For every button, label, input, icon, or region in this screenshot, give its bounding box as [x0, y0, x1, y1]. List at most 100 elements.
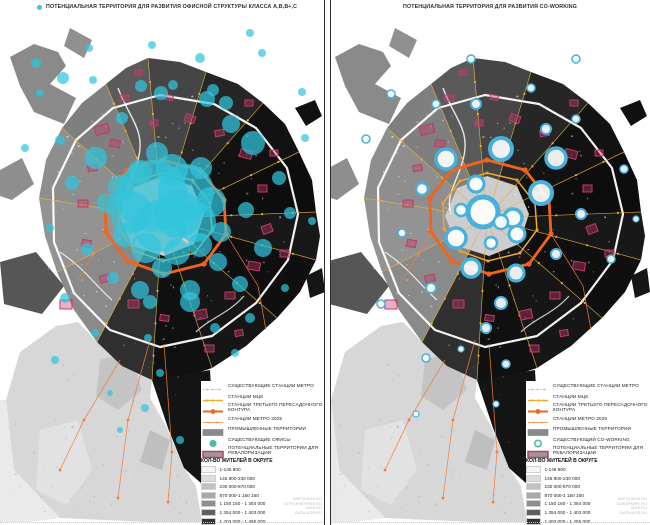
panel-divider [324, 0, 331, 525]
source-credit-line: КАРТА.MOS.RU [618, 497, 647, 501]
legend-coworking: СУЩЕСТВУЮЩИЕ СТАНЦИИ МЕТРО СТАНЦИИ МЦК СТА… [526, 381, 648, 525]
population-class-row: 230 000-870 000 [201, 483, 323, 491]
page-title: ПОТЕНЦИАЛЬНАЯ ТЕРРИТОРИЯ ДЛЯ РАЗВИТИЯ ОФ… [46, 4, 298, 10]
legend-item-label: СТАНЦИИ МЦК [228, 393, 264, 399]
legend-item-label: СУЩЕСТВУЮЩИЕ ОФИСЫ [228, 436, 291, 442]
population-swatch [526, 474, 541, 482]
mck-line-icon [526, 392, 550, 402]
population-scale-title: КОЛ-ВО ЖИТЕЛЕЙ В ОКРУГЕ [201, 458, 273, 464]
legend-item: ПОТЕНЦИАЛЬНЫЕ ТЕРРИТОРИИ ДЛЯ РЕВАЛОРИЗАЦ… [201, 445, 323, 458]
population-swatch [201, 500, 216, 508]
population-range-label: 145 800-230 000 [544, 475, 580, 481]
population-swatch [201, 466, 216, 473]
population-class-row: 1 403 000 - 1 455 000 [526, 517, 648, 525]
population-swatch [526, 508, 541, 516]
legend-item-label: СУЩЕСТВУЮЩИЕ СТАНЦИИ МЕТРО [228, 383, 314, 388]
population-swatch [201, 508, 216, 516]
population-swatch [201, 517, 216, 525]
sources-offices: КАРТА.MOS.RU OFFICEMOSREV.RU MOS.RU DATA.MO… [284, 497, 322, 515]
tpk-line-icon [201, 403, 225, 414]
legend-item: СТАНЦИИ МЕТРО 2025 [201, 414, 323, 423]
legend-item: СУЩЕСТВУЮЩИЕ ОФИСЫ [201, 435, 323, 447]
source-credit-line: DATA.MOS.RU [295, 510, 322, 515]
population-range-label: 1-145 800 [219, 467, 241, 472]
revalorization-swatch-icon [526, 446, 550, 458]
legend-item: СТАНЦИИ ТРЕТЬЕГО ПЕРЕСАДОЧНОГО КОНТУРА [526, 402, 648, 414]
source-credit-line: КАРТА.MOS.RU [293, 497, 322, 501]
existing-metro-line-icon [201, 381, 225, 391]
legend-item: СУЩЕСТВУЮЩИЕ СТАНЦИИ МЕТРО [526, 381, 648, 391]
industrial-swatch-icon [526, 424, 550, 436]
population-swatch [526, 491, 541, 499]
legend-item: ПРОМЫШЛЕННЫЕ ТЕРРИТОРИИ [201, 424, 323, 436]
population-class-row: 1 354 000 - 1 403 000 [526, 508, 648, 516]
tpk-line-icon [526, 403, 550, 414]
population-swatch [526, 483, 541, 491]
population-swatch [201, 491, 216, 499]
legend-item-label: ПОТЕНЦИАЛЬНЫЕ ТЕРРИТОРИИ ДЛЯ РЕВАЛОРИЗАЦ… [228, 445, 319, 455]
legend-item: СТАНЦИИ МЕТРО 2025 [526, 414, 648, 423]
population-class-row: 1-145 800 [526, 466, 648, 473]
sources-coworking: КАРТА.MOS.RU КОВОРКИНГ.RU MOS.RU DATA.MOS.R… [617, 497, 647, 515]
population-range-label: 870 000-1 150 160 [544, 492, 584, 498]
legend-item-label: СТАНЦИИ ТРЕТЬЕГО ПЕРЕСАДОЧНОГО КОНТУРА [228, 402, 323, 412]
source-credit-line: MOS.RU [631, 506, 647, 511]
population-range-label: 230 000-870 000 [544, 484, 580, 490]
legend-item-label: ПРОМЫШЛЕННЫЕ ТЕРРИТОРИИ [228, 426, 307, 431]
legend-item-label: СТАНЦИИ МЦК [553, 393, 589, 399]
coworking-ring-icon [526, 435, 550, 448]
panel-title-row: ПОТЕНЦИАЛЬНАЯ ТЕРРИТОРИЯ ДЛЯ РАЗВИТИЯ ОФ… [0, 4, 325, 10]
population-class-row: 870 000-1 150 160 [526, 491, 648, 499]
population-class-row: 1 150 160 - 1 354 000 [201, 500, 323, 508]
legend-item-label: СТАНЦИИ МЕТРО 2025 [228, 415, 283, 421]
mck-line-icon [201, 392, 225, 402]
source-credit-line: MOS.RU [306, 506, 322, 511]
moscow-map-offices [0, 28, 325, 522]
legend-item-label: СТАНЦИИ ТРЕТЬЕГО ПЕРЕСАДОЧНОГО КОНТУРА [553, 402, 648, 412]
population-range-label: 1 354 000 - 1 403 000 [219, 509, 266, 515]
population-range-label: 1-145 800 [544, 467, 566, 472]
source-credit-line: КОВОРКИНГ.RU [617, 501, 647, 506]
map-panel-coworking: ПОТЕНЦИАЛЬНАЯ ТЕРРИТОРИЯ ДЛЯ РАЗВИТИЯ CO… [325, 0, 650, 525]
population-range-label: 1 150 160 - 1 354 000 [544, 501, 591, 507]
population-class-row: 870 000-1 150 160 [201, 491, 323, 499]
source-credit-line: OFFICEMOSREV.RU [284, 501, 322, 506]
population-range-label: 1 150 160 - 1 354 000 [219, 501, 266, 507]
existing-metro-line-icon [526, 381, 550, 391]
population-range-label: 1 354 000 - 1 403 000 [544, 509, 591, 515]
population-range-label: 1 403 000 - 1 455 000 [544, 518, 591, 524]
population-class-row: 1 150 160 - 1 354 000 [526, 500, 648, 508]
population-class-row: 1 403 000 - 1 455 000 [201, 517, 323, 525]
industrial-swatch-icon [201, 424, 225, 436]
page-title: ПОТЕНЦИАЛЬНАЯ ТЕРРИТОРИЯ ДЛЯ РАЗВИТИЯ CO… [403, 4, 578, 10]
map-panel-offices: ПОТЕНЦИАЛЬНАЯ ТЕРРИТОРИЯ ДЛЯ РАЗВИТИЯ ОФ… [0, 4, 325, 525]
population-range-label: 145 800-230 000 [219, 475, 255, 481]
population-class-row: 145 800-230 000 [526, 474, 648, 482]
legend-item: СУЩЕСТВУЮЩИЕ СТАНЦИИ МЕТРО [201, 381, 323, 391]
panel-title-row: ПОТЕНЦИАЛЬНАЯ ТЕРРИТОРИЯ ДЛЯ РАЗВИТИЯ CO… [325, 4, 650, 10]
population-range-label: 230 000-870 000 [219, 484, 255, 490]
population-swatch [526, 466, 541, 473]
legend-item: ПОТЕНЦИАЛЬНЫЕ ТЕРРИТОРИИ ДЛЯ РЕВАЛОРИЗАЦ… [526, 445, 648, 458]
population-swatch [201, 474, 216, 482]
population-swatch [526, 517, 541, 525]
legend-item-label: ПОТЕНЦИАЛЬНЫЕ ТЕРРИТОРИИ ДЛЯ РЕВАЛОРИЗАЦ… [553, 445, 644, 455]
moscow-map-coworking [325, 28, 650, 522]
legend-item: СТАНЦИИ ТРЕТЬЕГО ПЕРЕСАДОЧНОГО КОНТУРА [201, 402, 323, 414]
legend-item: СУЩЕСТВУЮЩИЙ CO-WORKING [526, 435, 648, 448]
legend-offices: СУЩЕСТВУЮЩИЕ СТАНЦИИ МЕТРО СТАНЦИИ МЦК СТА… [201, 381, 323, 525]
population-range-label: 1 403 000 - 1 455 000 [219, 518, 266, 524]
population-class-row: 1 354 000 - 1 403 000 [201, 508, 323, 516]
cyan-dot-icon [37, 4, 42, 10]
legend-item-label: СУЩЕСТВУЮЩИЙ CO-WORKING [553, 436, 630, 442]
revalorization-swatch-icon [201, 446, 225, 458]
population-swatch [526, 500, 541, 508]
legend-item: СТАНЦИИ МЦК [201, 392, 323, 402]
population-scale-title: КОЛ-ВО ЖИТЕЛЕЙ В ОКРУГЕ [526, 458, 598, 464]
population-class-row: 1-145 800 [201, 466, 323, 473]
population-class-row: 145 800-230 000 [201, 474, 323, 482]
population-swatch [201, 483, 216, 491]
legend-item-label: СТАНЦИИ МЕТРО 2025 [553, 415, 608, 421]
metro-2025-line-icon [526, 414, 550, 423]
